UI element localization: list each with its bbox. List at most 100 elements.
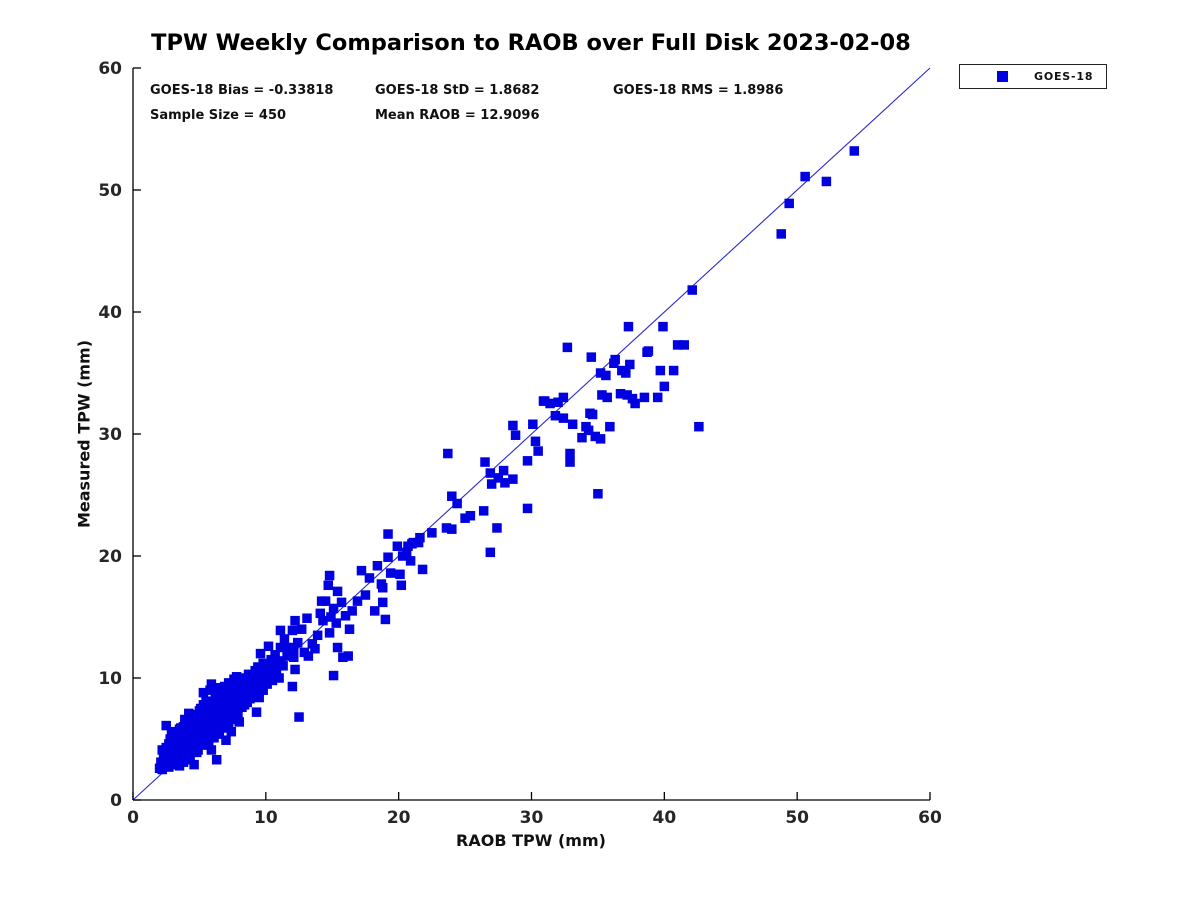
data-point bbox=[652, 392, 663, 403]
data-point bbox=[324, 570, 335, 581]
data-point bbox=[447, 491, 457, 501]
data-point bbox=[587, 409, 598, 420]
data-point bbox=[257, 670, 267, 681]
data-point bbox=[332, 642, 343, 653]
data-point bbox=[522, 503, 533, 514]
x-tick-label: 30 bbox=[520, 808, 544, 828]
data-point bbox=[302, 613, 312, 623]
data-point bbox=[214, 729, 225, 739]
data-point bbox=[370, 606, 380, 616]
x-axis-label: RAOB TPW (mm) bbox=[456, 831, 606, 850]
data-point bbox=[328, 670, 339, 681]
data-point bbox=[821, 176, 832, 187]
data-point bbox=[545, 398, 555, 409]
data-point bbox=[485, 468, 496, 478]
data-point bbox=[849, 146, 860, 156]
data-point bbox=[460, 513, 470, 523]
data-point bbox=[267, 675, 278, 686]
x-tick-label: 20 bbox=[387, 808, 411, 828]
data-point bbox=[243, 669, 254, 680]
x-tick-label: 40 bbox=[652, 808, 676, 828]
data-point bbox=[623, 321, 634, 332]
data-point bbox=[480, 457, 490, 467]
data-point bbox=[694, 421, 704, 432]
data-point bbox=[377, 597, 388, 608]
data-point bbox=[258, 658, 268, 669]
data-point bbox=[255, 648, 266, 659]
data-point bbox=[275, 625, 286, 636]
data-point bbox=[312, 630, 323, 641]
data-point bbox=[218, 723, 229, 733]
data-point bbox=[347, 606, 357, 616]
data-point bbox=[658, 321, 668, 332]
data-point bbox=[310, 643, 320, 654]
data-point bbox=[180, 714, 190, 725]
data-point bbox=[622, 390, 632, 400]
y-tick-label: 50 bbox=[98, 181, 122, 201]
data-point bbox=[784, 198, 794, 209]
data-point bbox=[687, 285, 697, 295]
y-tick-label: 60 bbox=[98, 59, 122, 79]
data-point bbox=[214, 686, 225, 697]
stat-bias: GOES-18 Bias = -0.33818 bbox=[150, 83, 334, 98]
data-point bbox=[417, 564, 428, 575]
data-point bbox=[565, 457, 575, 467]
data-point bbox=[610, 354, 620, 365]
data-point bbox=[492, 523, 502, 533]
data-point bbox=[776, 229, 786, 239]
data-point bbox=[269, 663, 279, 673]
data-point bbox=[590, 431, 601, 442]
legend-label-goes18: GOES-18 bbox=[1034, 70, 1094, 83]
x-tick-label: 0 bbox=[127, 808, 139, 828]
data-point bbox=[255, 680, 266, 691]
data-point bbox=[605, 421, 615, 432]
data-point bbox=[282, 651, 292, 661]
y-axis-label: Measured TPW (mm) bbox=[74, 339, 94, 529]
y-tick-label: 30 bbox=[98, 425, 122, 445]
data-point bbox=[307, 639, 318, 649]
data-point bbox=[262, 679, 272, 689]
data-point bbox=[165, 734, 175, 744]
data-point bbox=[278, 661, 288, 671]
y-tick-label: 10 bbox=[98, 669, 122, 689]
data-point bbox=[227, 680, 238, 691]
data-point bbox=[343, 651, 353, 661]
data-point bbox=[567, 419, 578, 429]
data-point bbox=[586, 352, 597, 362]
x-tick-label: 10 bbox=[254, 808, 278, 828]
data-point bbox=[659, 381, 670, 392]
data-point bbox=[595, 368, 606, 378]
data-point bbox=[288, 652, 299, 663]
data-point bbox=[522, 456, 533, 466]
data-point bbox=[383, 529, 393, 539]
data-point bbox=[254, 692, 264, 703]
y-tick-label: 40 bbox=[98, 303, 122, 323]
data-point bbox=[328, 603, 339, 614]
data-point bbox=[625, 359, 635, 370]
data-point bbox=[672, 340, 683, 350]
data-point bbox=[550, 410, 561, 421]
legend: GOES-18 bbox=[959, 64, 1107, 89]
data-point bbox=[172, 745, 182, 755]
data-point bbox=[352, 596, 363, 606]
data-point bbox=[185, 751, 195, 761]
data-point bbox=[508, 474, 518, 484]
data-point bbox=[443, 448, 453, 459]
data-point bbox=[415, 532, 425, 543]
data-point bbox=[226, 726, 237, 737]
data-point bbox=[209, 733, 219, 743]
data-point bbox=[485, 547, 496, 558]
data-point bbox=[427, 528, 437, 538]
data-point bbox=[401, 547, 412, 558]
data-point bbox=[234, 717, 245, 727]
data-point bbox=[223, 720, 234, 731]
data-point bbox=[408, 537, 419, 548]
data-point bbox=[643, 346, 654, 356]
data-point bbox=[263, 661, 274, 671]
data-point bbox=[413, 537, 424, 548]
data-point bbox=[385, 568, 396, 578]
data-point bbox=[182, 719, 193, 730]
data-point bbox=[303, 651, 314, 661]
data-point bbox=[164, 762, 174, 772]
